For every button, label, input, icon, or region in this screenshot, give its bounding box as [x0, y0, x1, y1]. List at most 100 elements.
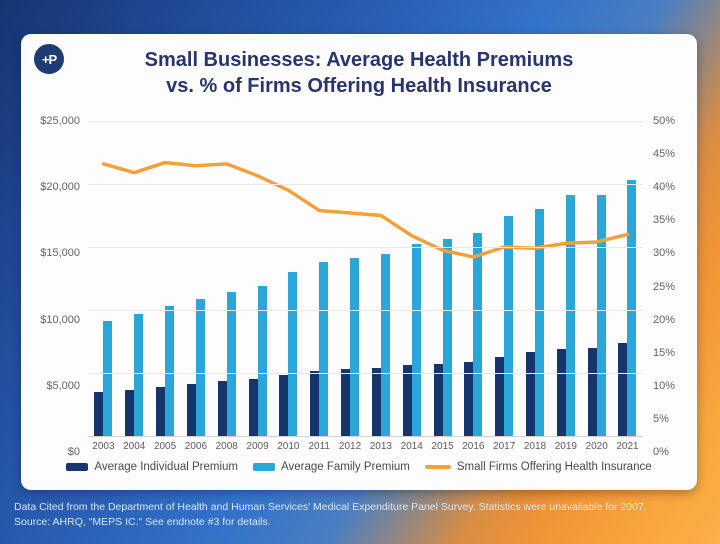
gridline	[88, 436, 643, 437]
x-axis-label: 2017	[493, 441, 516, 452]
bar-group-2010	[273, 121, 304, 436]
bar-group-2013	[365, 121, 396, 436]
x-axis-label: 2008	[215, 441, 238, 452]
bar-family-2019	[565, 194, 575, 436]
y-right-tick: 5%	[653, 412, 669, 425]
y-right-tick: 25%	[653, 280, 676, 293]
footer-note-line2: Source: AHRQ, "MEPS IC." See endnote #3 …	[14, 516, 271, 528]
x-axis-label: 2010	[277, 441, 300, 452]
x-axis-label: 2018	[523, 441, 547, 452]
bar-group-2003	[88, 121, 119, 436]
bar-individual-2003	[94, 391, 104, 436]
bar-individual-2006	[186, 383, 196, 436]
y-right-tick: 40%	[653, 181, 676, 194]
y-left-tick: $0	[67, 446, 80, 458]
y-axis-right: 50% 45% 40% 35% 30% 25% 20% 15% 10% 5% 0%	[643, 115, 689, 458]
bar-individual-2021	[618, 342, 628, 436]
footer-note: Data Cited from the Department of Health…	[14, 500, 647, 530]
brand-logo-monogram: +P	[41, 51, 57, 67]
bar-group-2015	[427, 121, 458, 436]
y-right-tick: 15%	[653, 346, 676, 359]
plot-area	[88, 121, 643, 437]
legend-label: Average Individual Premium	[94, 461, 238, 473]
bar-family-2017	[504, 215, 514, 436]
bar-family-2016	[473, 233, 483, 436]
brand-logo: +P	[34, 44, 64, 74]
gridline	[88, 310, 643, 311]
bar-individual-2011	[310, 371, 320, 436]
individual-premium-swatch	[66, 463, 89, 471]
x-axis-label: 2020	[585, 441, 608, 452]
y-left-tick: $20,000	[40, 181, 80, 194]
chart-title-line1: Small Businesses: Average Health Premium…	[144, 49, 574, 71]
y-right-tick: 0%	[653, 446, 669, 458]
bar-group-2019	[550, 121, 581, 436]
gridline	[88, 121, 643, 122]
bar-family-2015	[442, 238, 452, 436]
x-axis-label: 2006	[184, 441, 208, 452]
bar-individual-2015	[433, 364, 443, 436]
chart: $25,000 $20,000 $15,000 $10,000 $5,000 $0 200…	[35, 115, 689, 458]
bar-family-2006	[195, 298, 205, 436]
bar-group-2008	[211, 121, 242, 436]
chart-title-line2: vs. % of Firms Offering Health Insurance	[166, 75, 552, 97]
bar-family-2021	[627, 180, 637, 436]
bar-individual-2017	[495, 356, 505, 436]
x-axis-label: 2016	[462, 441, 485, 452]
y-right-tick: 50%	[653, 115, 676, 127]
bar-individual-2010	[279, 374, 289, 436]
slide-card: +P Small Businesses: Average Health Prem…	[21, 34, 697, 490]
y-right-tick: 30%	[653, 247, 676, 260]
x-axis-label: 2003	[92, 441, 115, 452]
bar-group-2020	[581, 121, 612, 436]
y-right-tick: 35%	[653, 214, 676, 227]
bar-group-2021	[612, 121, 643, 436]
y-axis-left: $25,000 $20,000 $15,000 $10,000 $5,000 $0	[35, 115, 88, 458]
bar-individual-2019	[556, 349, 566, 436]
x-axis-label: 2004	[123, 441, 146, 452]
bar-group-2017	[489, 121, 520, 436]
bar-group-2006	[180, 121, 211, 436]
legend-item-family-premium: Average Family Premium	[253, 461, 410, 473]
bar-individual-2013	[371, 367, 381, 436]
bar-family-2005	[165, 305, 175, 436]
bar-groups	[88, 121, 643, 436]
bar-group-2016	[458, 121, 489, 436]
bar-group-2009	[242, 121, 273, 436]
y-right-tick: 45%	[653, 148, 676, 161]
bar-family-2008	[226, 292, 236, 436]
y-left-tick: $10,000	[40, 313, 80, 326]
bar-individual-2018	[526, 352, 535, 436]
bar-individual-2005	[156, 386, 166, 436]
x-axis-label: 2021	[616, 441, 639, 452]
x-axis-label: 2014	[400, 441, 423, 452]
legend: Average Individual Premium Average Famil…	[21, 461, 697, 473]
bar-individual-2016	[464, 362, 474, 436]
premium-line-chart	[88, 121, 643, 436]
x-axis-label: 2005	[153, 441, 177, 452]
x-axis-label: 2015	[431, 441, 454, 452]
bar-individual-2014	[402, 364, 412, 436]
legend-item-firms-offering: Small Firms Offering Health Insurance	[424, 461, 652, 473]
x-axis-label: 2019	[554, 441, 577, 452]
bar-individual-2020	[587, 347, 597, 436]
bar-group-2004	[119, 121, 150, 436]
x-axis-label: 2009	[246, 441, 269, 452]
legend-label: Small Firms Offering Health Insurance	[456, 461, 652, 473]
bar-family-2011	[319, 262, 329, 436]
gridline	[88, 247, 643, 248]
bar-group-2012	[335, 121, 366, 436]
y-left-tick: $15,000	[40, 247, 80, 260]
x-axis-label: 2012	[338, 441, 362, 452]
bar-group-2018	[520, 121, 551, 436]
bar-family-2012	[350, 258, 360, 436]
bar-individual-2008	[217, 381, 227, 436]
y-right-tick: 10%	[653, 379, 676, 392]
family-premium-swatch	[253, 463, 275, 471]
gridline	[88, 373, 643, 374]
y-left-tick: $25,000	[40, 115, 80, 127]
bar-family-2014	[411, 244, 421, 436]
bar-family-2010	[288, 272, 298, 436]
footer-note-line1: Data Cited from the Department of Health…	[14, 501, 647, 513]
